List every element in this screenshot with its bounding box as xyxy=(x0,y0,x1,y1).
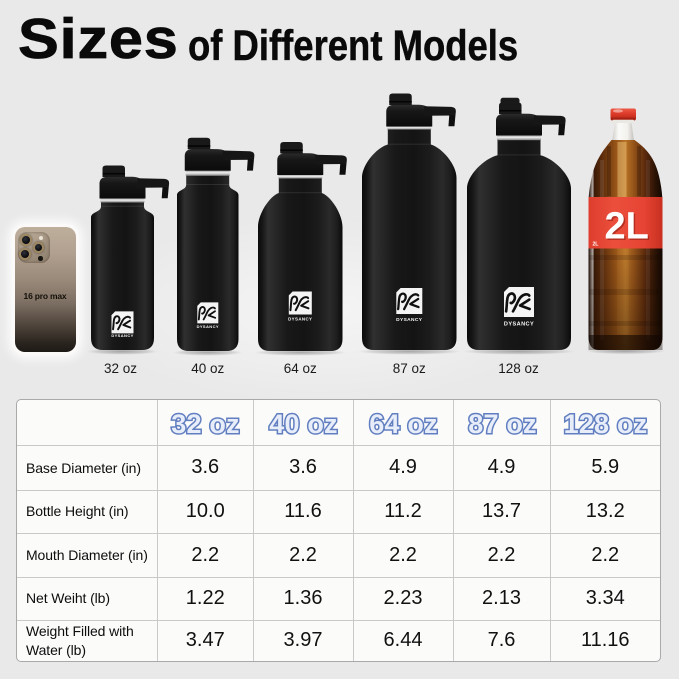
svg-text:DYSANCY: DYSANCY xyxy=(288,317,312,322)
svg-text:DYSANCY: DYSANCY xyxy=(396,317,423,323)
svg-text:40 oz: 40 oz xyxy=(269,409,338,439)
svg-text:128 oz: 128 oz xyxy=(564,409,648,439)
svg-text:DYSANCY: DYSANCY xyxy=(111,333,133,338)
svg-text:2L: 2L xyxy=(606,207,650,249)
svg-text:2L: 2L xyxy=(593,242,599,248)
svg-text:DYSANCY: DYSANCY xyxy=(504,322,534,328)
svg-text:32 oz: 32 oz xyxy=(171,409,240,439)
svg-text:64 oz: 64 oz xyxy=(369,409,438,439)
svg-text:87 oz: 87 oz xyxy=(468,409,537,439)
svg-text:2L: 2L xyxy=(605,206,649,248)
svg-text:DYSANCY: DYSANCY xyxy=(197,324,219,329)
